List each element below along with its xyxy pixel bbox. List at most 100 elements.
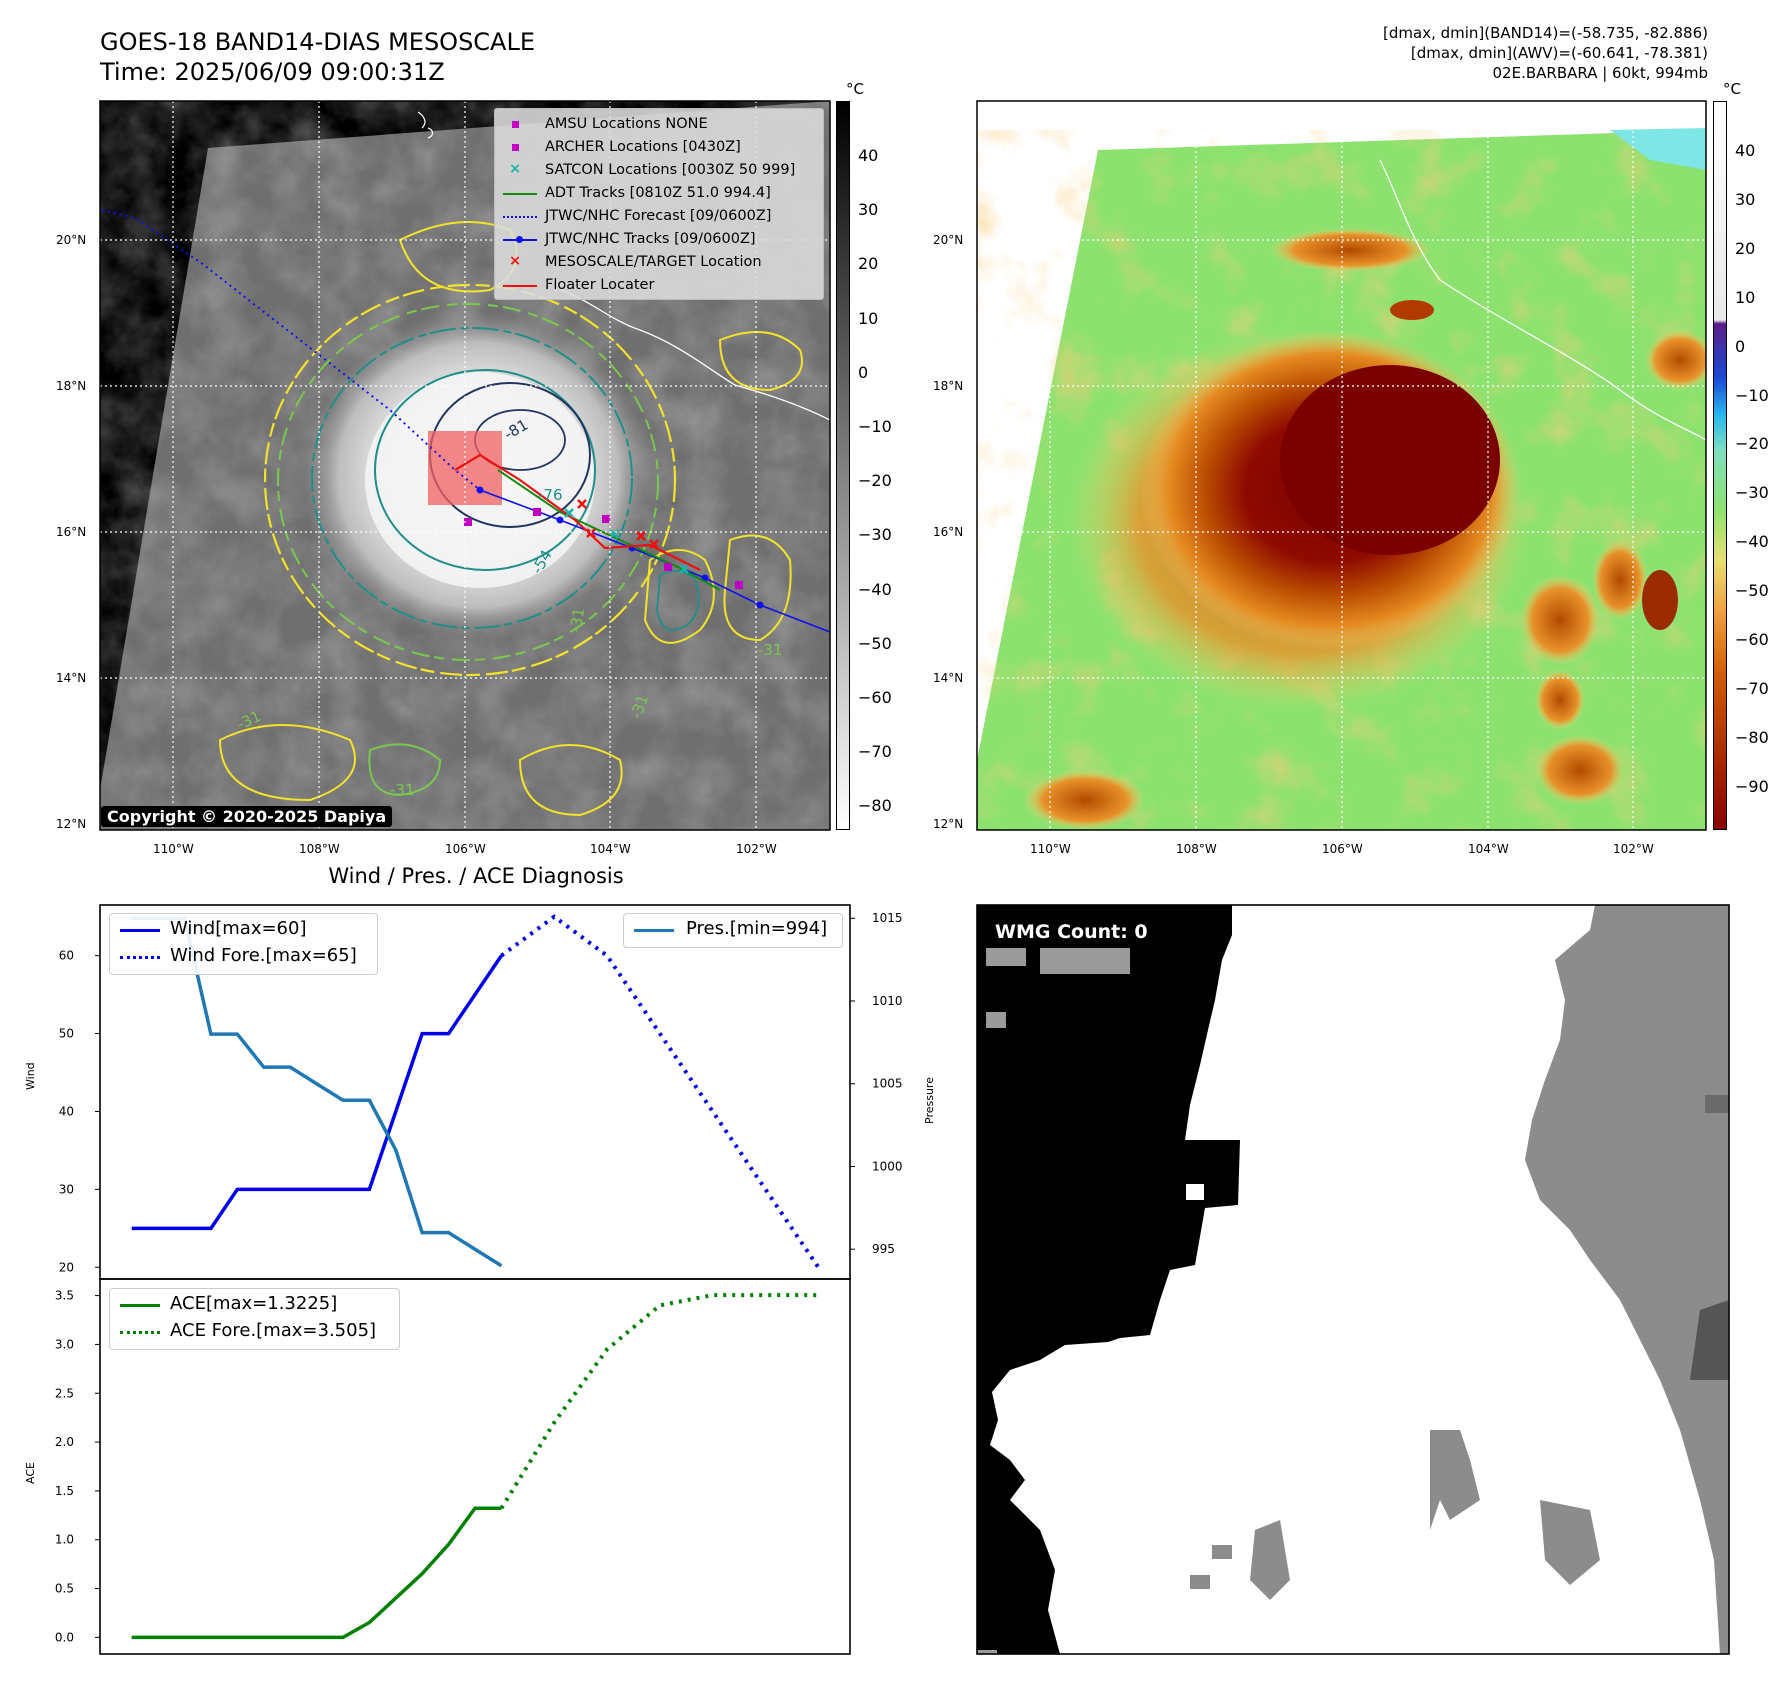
legend-entry-adt: ADT Tracks [0810Z 51.0 994.4] <box>495 182 823 205</box>
lat-label: 12°N <box>933 817 964 831</box>
pressure-tick-label: 1015 <box>872 911 903 925</box>
wind-forecast-line <box>500 914 820 1269</box>
lat-label: 20°N <box>933 233 964 247</box>
band14-range: [dmax, dmin](BAND14)=(-58.735, -82.886) <box>1383 24 1708 42</box>
ace-tick-label: 3.5 <box>55 1289 74 1303</box>
lon-label: 104°W <box>590 842 631 856</box>
wmg-black-region <box>977 905 1240 1654</box>
lon-label: 110°W <box>153 842 194 856</box>
ace-series-line <box>131 1506 502 1640</box>
square-marker-icon <box>512 144 519 151</box>
map-legend: AMSU Locations NONE ARCHER Locations [04… <box>494 108 824 300</box>
pressure-tick-label: 1010 <box>872 994 903 1008</box>
square-marker-icon <box>512 121 519 128</box>
legend-label: Pres.[min=994] <box>686 918 828 939</box>
x-marker-icon: × <box>509 253 522 269</box>
line-marker-icon <box>120 1304 160 1307</box>
contour-yellow <box>263 283 677 677</box>
legend-entry-tracks: JTWC/NHC Tracks [09/0600Z] <box>495 228 823 251</box>
lat-label: 14°N <box>56 671 87 685</box>
lon-label: 104°W <box>1468 842 1509 856</box>
colorbar-tick-label: −40 <box>1735 532 1769 552</box>
pressure-tick-label: 1000 <box>872 1159 903 1173</box>
legend-label: AMSU Locations NONE <box>545 116 708 132</box>
legend-label: ARCHER Locations [0430Z] <box>545 139 741 155</box>
colorbar-tick-label: −90 <box>1735 776 1769 796</box>
awv-map <box>976 100 1707 831</box>
colorbar-tick-label: −20 <box>1735 434 1769 454</box>
contour-label: -76 <box>538 486 563 504</box>
time-label: Time: 2025/06/09 09:00:31Z <box>100 58 445 86</box>
colorbar-tick-label: −10 <box>858 417 892 436</box>
lon-label: 102°W <box>1613 842 1654 856</box>
colorbar-tick-label: 0 <box>858 362 869 382</box>
colorbar-tick-label: 30 <box>1735 189 1756 209</box>
legend-entry-target: × MESOSCALE/TARGET Location <box>495 251 823 274</box>
wind-legend: Wind[max=60] Wind Fore.[max=65] <box>109 913 378 975</box>
colorbar-tick-label: −60 <box>858 688 892 707</box>
dotted-line-icon <box>120 956 160 959</box>
lon-label: 106°W <box>1322 842 1363 856</box>
wind-series-line <box>131 954 503 1231</box>
pressure-tick-label: 995 <box>872 1242 895 1256</box>
colorbar-tick-label: −50 <box>858 633 892 653</box>
lon-label: 102°W <box>736 842 777 856</box>
pressure-tick-label: 1005 <box>872 1077 903 1091</box>
coastline <box>559 289 830 421</box>
wind-tick-label: 60 <box>59 949 74 963</box>
colorbar-tick-label: 10 <box>858 308 879 328</box>
legend-entry-satcon: × SATCON Locations [0030Z 50 999] <box>495 159 823 182</box>
lon-label: 110°W <box>1030 842 1071 856</box>
contour-label: -31 <box>566 606 588 633</box>
colorbar-tick-label: 20 <box>858 254 879 274</box>
colorbar-tick-label: −60 <box>1735 630 1769 649</box>
wind-tick-label: 40 <box>59 1104 74 1118</box>
legend-label: MESOSCALE/TARGET Location <box>545 254 762 270</box>
colorbar-tick-label: −10 <box>1735 385 1769 405</box>
legend-label: JTWC/NHC Forecast [09/0600Z] <box>545 208 772 224</box>
ace-tick-label: 3.0 <box>55 1337 74 1351</box>
colorbar-tick-label: 20 <box>1735 238 1756 258</box>
ace-tick-label: 2.5 <box>55 1386 74 1400</box>
legend-entry-floater: Floater Locater <box>495 274 823 297</box>
copyright-label: Copyright © 2020-2025 Dapiya <box>101 806 393 827</box>
lon-label: 108°W <box>1176 842 1217 856</box>
legend-label: SATCON Locations [0030Z 50 999] <box>545 162 796 178</box>
storm-info: 02E.BARBARA | 60kt, 994mb <box>1492 64 1708 82</box>
lat-label: 18°N <box>933 379 964 393</box>
ace-tick-label: 0.0 <box>55 1630 74 1644</box>
colorbar-tick-label: −70 <box>858 742 892 762</box>
legend-entry-forecast: JTWC/NHC Forecast [09/0600Z] <box>495 205 823 228</box>
colorbar-tick-label: 40 <box>858 146 879 165</box>
legend-label: ADT Tracks [0810Z 51.0 994.4] <box>545 185 771 201</box>
colorbar-tick-label: −40 <box>858 579 892 599</box>
colorbar-tick-label: −80 <box>1735 727 1769 747</box>
contour-label: -31 <box>758 641 783 659</box>
wmg-count-label: WMG Count: 0 <box>995 921 1148 943</box>
legend-label: ACE[max=1.3225] <box>170 1293 338 1314</box>
colorbar-tick-label: −50 <box>1735 581 1769 601</box>
contour-label: -31 <box>390 781 415 799</box>
colorbar-tick-label: −20 <box>858 471 892 491</box>
x-marker-icon: × <box>509 161 522 177</box>
line-marker-icon <box>503 193 537 195</box>
lat-label: 16°N <box>933 525 964 539</box>
wind-tick-label: 50 <box>59 1027 74 1041</box>
line-marker-icon <box>634 929 674 932</box>
line-marker-icon <box>120 929 160 932</box>
ace-forecast-line <box>499 1293 819 1510</box>
legend-entry-amsu: AMSU Locations NONE <box>495 113 823 136</box>
colorbar-awv <box>1713 101 1727 830</box>
legend-label: Wind[max=60] <box>170 918 307 939</box>
lon-label: 106°W <box>445 842 486 856</box>
diagnosis-title: Wind / Pres. / ACE Diagnosis <box>328 864 624 888</box>
lat-label: 20°N <box>56 233 87 247</box>
colorbar-tick-label: −30 <box>858 525 892 545</box>
wind-tick-label: 20 <box>59 1260 74 1274</box>
diagnosis-charts: 20 30 40 50 60 995 1000 1005 1010 1015 0.0 0.5 1.0 1.… <box>55 904 903 1655</box>
lat-label: 18°N <box>56 379 87 393</box>
ace-tick-label: 0.5 <box>55 1582 74 1596</box>
lat-label: 16°N <box>56 525 87 539</box>
colorbar-tick-label: 0 <box>1735 336 1746 356</box>
